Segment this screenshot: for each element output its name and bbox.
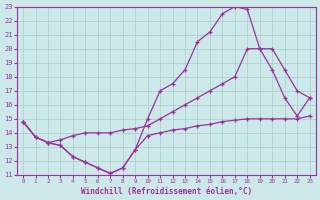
X-axis label: Windchill (Refroidissement éolien,°C): Windchill (Refroidissement éolien,°C) [81, 187, 252, 196]
